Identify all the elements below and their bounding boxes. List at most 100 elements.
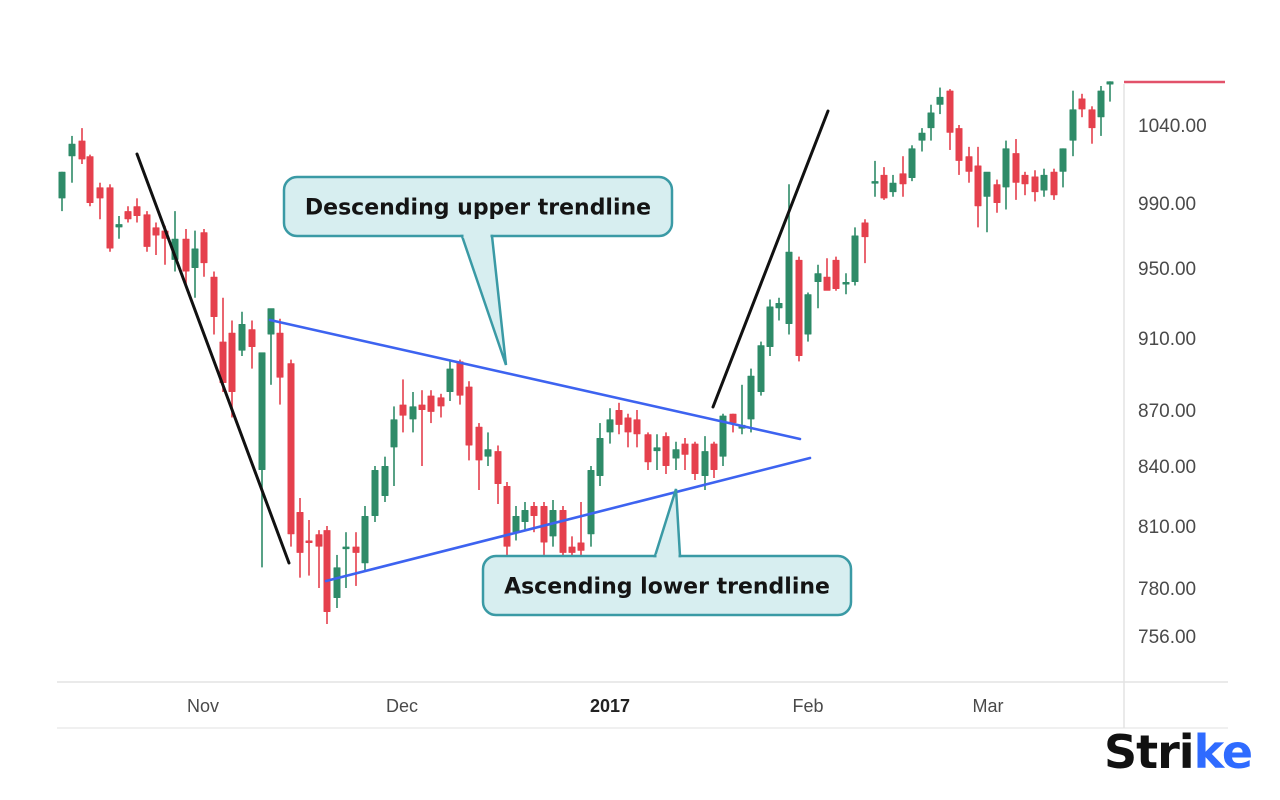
candle-up [512, 506, 520, 541]
candle-down [399, 379, 407, 433]
logo-accent: ke [1193, 725, 1254, 779]
y-axis-labels: 1040.00 990.00 950.00 910.00 870.00 840.00 810… [1138, 116, 1207, 648]
candle-up [1106, 81, 1114, 102]
candle-down [323, 526, 331, 624]
candle-down [494, 445, 502, 504]
candle-down [276, 318, 284, 405]
candle-down [106, 184, 114, 252]
candle-down [1050, 168, 1058, 200]
candle-up [927, 104, 935, 141]
candle-down [418, 390, 426, 466]
x-tick-label: Dec [386, 696, 418, 716]
candle-up [804, 292, 812, 342]
candle-up [814, 264, 822, 309]
candle-up [1069, 90, 1077, 157]
callout-upper-trendline: Descending upper trendline [282, 175, 674, 366]
candle-down [143, 211, 151, 252]
candle-down [287, 359, 295, 547]
candle-up [258, 352, 266, 568]
candle-up [766, 299, 774, 356]
candle-down [305, 520, 313, 576]
candle-up [115, 216, 123, 239]
candle-down [1088, 106, 1096, 144]
candle-down [899, 156, 907, 197]
candle-down [861, 219, 869, 264]
candle-up [381, 456, 389, 502]
candle-down [503, 482, 511, 557]
candle-up [1040, 168, 1048, 197]
candle-up [587, 466, 595, 547]
candle-down [946, 89, 954, 150]
candle-up [757, 341, 765, 396]
candle-down [475, 423, 483, 490]
callout-label: Ascending lower trendline [504, 575, 830, 600]
candle-up [775, 297, 783, 321]
candle-down [823, 258, 831, 291]
candle-up [342, 532, 350, 588]
candle-down [1012, 139, 1020, 200]
descending-upper-trendline [268, 318, 802, 441]
candle-down [456, 359, 464, 405]
candle-up [390, 406, 398, 486]
candle-down [880, 167, 888, 200]
candle-up [1097, 86, 1105, 136]
candle-up [68, 135, 76, 183]
candle-up [484, 432, 492, 466]
candles [58, 81, 1114, 624]
x-axis-labels: Nov Dec 2017 Feb Mar [187, 696, 1004, 716]
x-tick-label: Mar [973, 696, 1004, 716]
candle-up [371, 466, 379, 522]
candle-up [58, 171, 66, 212]
x-tick-label: 2017 [590, 696, 630, 716]
y-tick-label: 1040.00 [1138, 116, 1207, 137]
logo-prefix: Stri [1104, 725, 1195, 779]
candle-up [871, 160, 879, 197]
candle-down [965, 146, 973, 183]
candle-down [228, 320, 236, 418]
y-tick-label: 840.00 [1138, 457, 1196, 478]
candle-down [182, 229, 190, 286]
candle-down [219, 297, 227, 392]
y-tick-label: 810.00 [1138, 517, 1196, 538]
trendlines [135, 109, 830, 583]
candle-down [437, 393, 445, 418]
candle-up [191, 230, 199, 298]
candle-up [983, 171, 991, 233]
candle-down [1031, 170, 1039, 202]
y-tick-label: 910.00 [1138, 329, 1196, 350]
x-tick-label: Feb [792, 696, 823, 716]
candle-up [1002, 140, 1010, 210]
candle-down [78, 128, 86, 164]
callouts: Descending upper trendline Ascending lowe… [282, 175, 853, 617]
candle-up [409, 392, 417, 433]
candle-down [633, 410, 641, 448]
candle-up [672, 441, 680, 470]
strike-logo: Strike [1104, 725, 1254, 779]
candle-down [248, 320, 256, 369]
y-tick-label: 870.00 [1138, 401, 1196, 422]
candle-down [152, 222, 160, 255]
candle-up [446, 361, 454, 401]
candle-down [86, 154, 94, 207]
y-tick-label: 780.00 [1138, 579, 1196, 600]
y-tick-label: 950.00 [1138, 259, 1196, 280]
candle-up [596, 423, 604, 486]
candle-up [851, 227, 859, 286]
candle-down [465, 381, 473, 461]
breakout-impulse-line [711, 109, 830, 409]
candle-up [333, 554, 341, 608]
candle-up [653, 434, 661, 470]
candle-down [540, 502, 548, 555]
candle-down [296, 498, 304, 578]
x-tick-label: Nov [187, 696, 219, 716]
candle-down [615, 402, 623, 435]
candle-down [710, 441, 718, 478]
candle-down [124, 206, 132, 223]
candle-up [918, 128, 926, 152]
candle-down [955, 125, 963, 175]
candle-down [993, 179, 1001, 213]
candle-up [521, 502, 529, 531]
candle-up [701, 436, 709, 490]
candle-down [427, 390, 435, 424]
